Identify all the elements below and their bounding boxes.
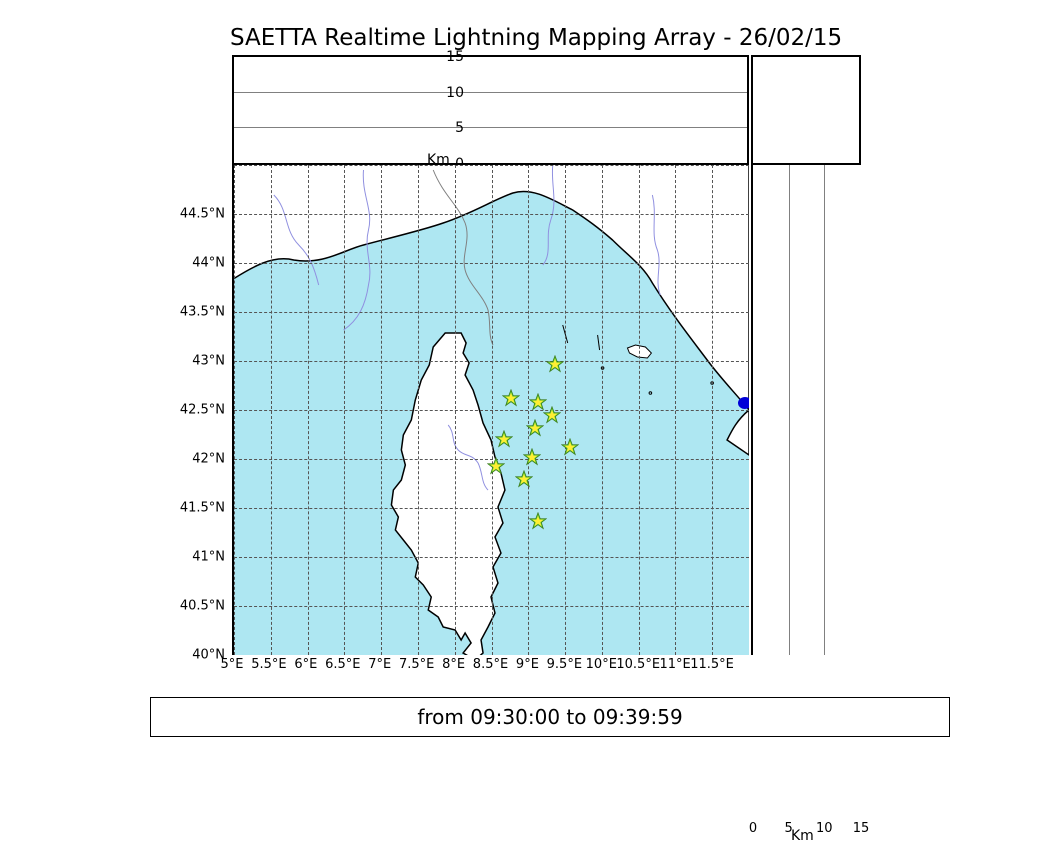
right-gridline-5km — [789, 165, 790, 655]
top-gridline-10km — [234, 92, 747, 93]
right-xtick-10: 10 — [816, 821, 833, 836]
top-ytick-10: 10 — [444, 85, 464, 101]
right-xtick-15: 15 — [853, 821, 870, 836]
map-gridline-lat-43.5 — [234, 312, 749, 313]
map-ytick-44.5: 44.5°N — [150, 207, 225, 222]
time-range-legend: from 09:30:00 to 09:39:59 — [150, 697, 950, 737]
map-gridline-lat-40.5 — [234, 606, 749, 607]
map-ytick-40.5: 40.5°N — [150, 599, 225, 614]
map-gridline-lat-45 — [234, 165, 749, 166]
map-xtick-8: 8°E — [442, 657, 465, 672]
top-right-blank-panel — [751, 55, 861, 165]
map-ytick-41: 41°N — [150, 550, 225, 565]
map-gridline-lat-43 — [234, 361, 749, 362]
lightning-star-5[interactable] — [495, 430, 513, 448]
right-xtick-0: 0 — [749, 821, 757, 836]
map-xtick-11: 11°E — [660, 657, 691, 672]
right-km-axis-label: Km — [791, 828, 814, 844]
right-gridline-10km — [824, 165, 825, 655]
page-title: SAETTA Realtime Lightning Mapping Array … — [230, 25, 842, 51]
map-xtick-11.5: 11.5°E — [690, 657, 734, 672]
map-gridline-lat-42.5 — [234, 410, 749, 411]
top-ytick-15: 15 — [444, 49, 464, 65]
map-ytick-40: 40°N — [150, 648, 225, 663]
lightning-star-4[interactable] — [526, 419, 544, 437]
lightning-star-10[interactable] — [529, 512, 547, 530]
lightning-star-8[interactable] — [487, 457, 505, 475]
map-xtick-8.5: 8.5°E — [473, 657, 508, 672]
lightning-star-3[interactable] — [543, 406, 561, 424]
map-gridline-lat-44.5 — [234, 214, 749, 215]
lightning-star-0[interactable] — [546, 355, 564, 373]
time-range-text: from 09:30:00 to 09:39:59 — [417, 705, 682, 729]
map-gridline-lat-44 — [234, 263, 749, 264]
map-xtick-10.5: 10.5°E — [616, 657, 660, 672]
map-gridline-lat-41.5 — [234, 508, 749, 509]
map-ytick-42.5: 42.5°N — [150, 403, 225, 418]
right-km-scale-panel: 0 5 10 15 Km — [751, 165, 861, 655]
main-map-panel[interactable] — [232, 165, 749, 655]
lightning-star-7[interactable] — [523, 448, 541, 466]
top-ytick-5: 5 — [444, 120, 464, 136]
map-xtick-5.5: 5.5°E — [251, 657, 286, 672]
map-ytick-44: 44°N — [150, 256, 225, 271]
map-xtick-6.5: 6.5°E — [325, 657, 360, 672]
map-xtick-9.5: 9.5°E — [547, 657, 582, 672]
map-xtick-7.5: 7.5°E — [399, 657, 434, 672]
map-ytick-43: 43°N — [150, 354, 225, 369]
map-xtick-10: 10°E — [586, 657, 617, 672]
map-xtick-9: 9°E — [516, 657, 539, 672]
map-xtick-6: 6°E — [294, 657, 317, 672]
map-xtick-7: 7°E — [368, 657, 391, 672]
map-ytick-41.5: 41.5°N — [150, 501, 225, 516]
lightning-star-9[interactable] — [515, 470, 533, 488]
lightning-sensor-dot[interactable] — [738, 397, 749, 409]
map-ytick-43.5: 43.5°N — [150, 305, 225, 320]
lightning-star-1[interactable] — [502, 389, 520, 407]
map-gridline-lat-41 — [234, 557, 749, 558]
top-altitude-panel: Km 15 10 5 0 — [232, 55, 749, 165]
top-gridline-5km — [234, 127, 747, 128]
map-ytick-42: 42°N — [150, 452, 225, 467]
lightning-star-6[interactable] — [561, 438, 579, 456]
